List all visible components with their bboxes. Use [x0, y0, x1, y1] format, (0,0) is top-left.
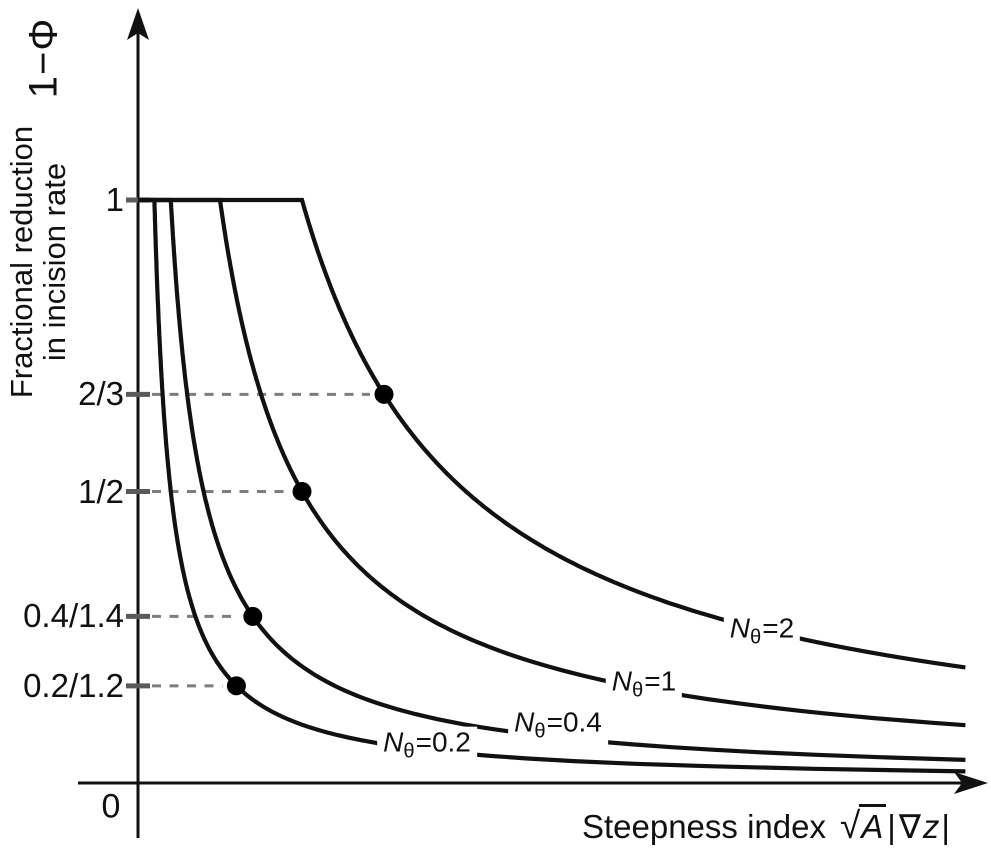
curve-label-subscript: θ: [632, 679, 644, 702]
y-tick-label-2: 1/2: [78, 472, 124, 510]
sqrt-radical-symbol: √: [839, 805, 861, 846]
curve-label-0-2: Nθ=0.2: [377, 726, 477, 768]
curve-label-value: =1: [644, 665, 677, 697]
curve-label-symbol: N: [729, 612, 751, 644]
curve-label-value: =2: [762, 612, 795, 644]
abs-open-bar: |: [887, 808, 896, 845]
curve-label-0-4: Nθ=0.4: [508, 706, 608, 748]
nabla-symbol: ∇: [898, 808, 921, 845]
y-tick-label-4: 0.2/1.2: [23, 666, 124, 704]
x-axis-arrowhead: [954, 772, 988, 794]
sqrt-argument: A: [859, 804, 887, 845]
curve-label-value: =0.2: [415, 726, 471, 758]
curve-label-1: Nθ=1: [605, 665, 683, 707]
abs-close-bar: |: [941, 808, 950, 845]
y-axis-arrowhead: [127, 8, 149, 40]
curve-n-theta-2: [138, 197, 966, 670]
y-axis-title-line2: in incision rate: [37, 162, 72, 362]
data-point-marker-2: [243, 606, 263, 626]
data-point-marker-3: [226, 676, 246, 696]
curve-label-subscript: θ: [750, 626, 762, 649]
curve-label-symbol: N: [514, 706, 535, 738]
curve-n-theta-0-4: [138, 197, 966, 762]
curve-label-symbol: N: [383, 726, 404, 758]
curve-n-theta-0-2: [138, 197, 966, 774]
y-axis-title: Fractional reduction in incision rate: [4, 125, 72, 399]
y-axis-title-line1: Fractional reduction: [4, 125, 39, 399]
y-tick-label-3: 0.4/1.4: [23, 597, 124, 635]
curve-label-subscript: θ: [534, 720, 546, 743]
y-tick-label-1: 2/3: [78, 375, 124, 413]
curve-label-subscript: θ: [403, 740, 415, 763]
x-axis-title: Steepness index √A |∇z|: [581, 804, 951, 847]
y-tick-label-0: 1: [105, 181, 124, 218]
curve-label-symbol: N: [611, 665, 633, 697]
data-point-marker-1: [292, 482, 312, 501]
origin-label: 0: [101, 787, 121, 826]
curve-n-theta-1: [138, 197, 966, 728]
y-axis-symbol: 1−Φ: [21, 17, 66, 99]
data-point-marker-0: [374, 384, 394, 404]
curve-label-value: =0.4: [546, 706, 602, 738]
x-axis-title-text: Steepness index: [581, 808, 826, 845]
gradient-variable: z: [922, 808, 940, 845]
curve-label-2: Nθ=2: [723, 612, 801, 654]
